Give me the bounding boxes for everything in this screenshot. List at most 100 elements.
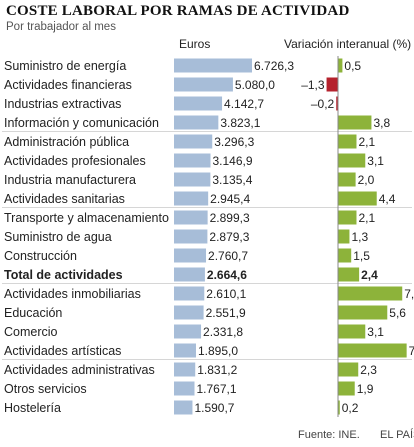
- variation-column-header: Variación interanual (%): [284, 37, 412, 51]
- variation-bar: [338, 400, 340, 415]
- euros-bar: [174, 362, 196, 377]
- variation-bar: [338, 324, 366, 339]
- euros-bar: [174, 191, 209, 206]
- euros-bar: [174, 343, 196, 358]
- variation-bar: [326, 77, 338, 92]
- euros-value-label: 3.296,3: [214, 135, 254, 149]
- category-label: Suministro de energía: [4, 59, 126, 73]
- euros-value-label: 3.135,4: [212, 173, 252, 187]
- variation-bar: [338, 267, 360, 282]
- euros-value-label: 6.726,3: [254, 59, 294, 73]
- euros-bar: [174, 210, 208, 225]
- category-label: Hostelería: [4, 401, 61, 415]
- variation-bar: [338, 305, 388, 320]
- variation-value-label: –1,3: [301, 78, 325, 92]
- variation-value-label: 0,5: [344, 59, 361, 73]
- euros-bar: [174, 134, 213, 149]
- variation-bar: [338, 115, 372, 130]
- variation-value-label: 1,9: [357, 382, 374, 396]
- euros-value-label: 2.945,4: [210, 192, 250, 206]
- variation-bar: [338, 134, 357, 149]
- euros-value-label: 1.590,7: [194, 401, 234, 415]
- source-note: Fuente: INE.: [298, 429, 360, 441]
- category-label: Suministro de agua: [4, 230, 112, 244]
- category-label: Otros servicios: [4, 382, 87, 396]
- category-label: Transporte y almacenamiento: [4, 211, 169, 225]
- euros-value-label: 4.142,7: [224, 97, 264, 111]
- chart-title: COSTE LABORAL POR RAMAS DE ACTIVIDAD: [6, 3, 350, 19]
- euros-value-label: 1.895,0: [198, 344, 238, 358]
- category-label: Industrias extractivas: [4, 97, 121, 111]
- euros-bar: [174, 400, 193, 415]
- euros-bar: [174, 153, 211, 168]
- euros-bar: [174, 248, 207, 263]
- euros-value-label: 2.879,3: [209, 230, 249, 244]
- category-label: Información y comunicación: [4, 116, 159, 130]
- category-label: Educación: [4, 306, 62, 320]
- category-label: Actividades financieras: [4, 78, 132, 92]
- euros-bar: [174, 58, 253, 73]
- category-label: Industria manufacturera: [4, 173, 136, 187]
- category-label: Actividades profesionales: [4, 154, 146, 168]
- category-label: Actividades administrativas: [4, 363, 155, 377]
- category-label: Actividades sanitarias: [4, 192, 125, 206]
- category-label: Total de actividades: [4, 268, 123, 282]
- variation-value-label: 2,0: [358, 173, 375, 187]
- euros-value-label: 3.146,9: [213, 154, 253, 168]
- variation-bar: [336, 96, 338, 111]
- euros-value-label: 2.331,8: [203, 325, 243, 339]
- variation-value-label: 3,1: [367, 325, 384, 339]
- euros-value-label: 3.823,1: [220, 116, 260, 130]
- category-label: Comercio: [4, 325, 58, 339]
- euros-value-label: 2.760,7: [208, 249, 248, 263]
- variation-bar: [338, 362, 359, 377]
- variation-bar: [338, 210, 357, 225]
- euros-bar: [174, 229, 208, 244]
- euros-bar: [174, 96, 223, 111]
- variation-value-label: 2,4: [361, 268, 378, 282]
- category-label: Actividades inmobiliarias: [4, 287, 141, 301]
- variation-bar: [338, 58, 343, 73]
- euros-value-label: 5.080,0: [235, 78, 275, 92]
- category-label: Administración pública: [4, 135, 129, 149]
- brand-label: EL PAÍS: [380, 429, 414, 441]
- euros-value-label: 1.831,2: [197, 363, 237, 377]
- variation-value-label: –0,2: [311, 97, 335, 111]
- euros-column-header: Euros: [179, 37, 211, 51]
- variation-bar: [338, 381, 355, 396]
- chart-subtitle: Por trabajador al mes: [6, 21, 116, 33]
- category-label: Construcción: [4, 249, 77, 263]
- variation-value-label: 2,1: [358, 135, 375, 149]
- variation-value-label: 7,3: [404, 287, 414, 301]
- euros-value-label: 2.551,9: [206, 306, 246, 320]
- variation-value-label: 0,2: [342, 401, 359, 415]
- euros-value-label: 2.610,1: [206, 287, 246, 301]
- euros-value-label: 2.899,3: [210, 211, 250, 225]
- euros-bar: [174, 286, 205, 301]
- variation-value-label: 3,1: [367, 154, 384, 168]
- euros-bar: [174, 305, 204, 320]
- variation-value-label: 1,5: [353, 249, 370, 263]
- variation-bar: [338, 248, 352, 263]
- variation-bar: [338, 153, 366, 168]
- variation-bar: [338, 343, 407, 358]
- variation-value-label: 2,3: [360, 363, 377, 377]
- variation-bar: [338, 172, 356, 187]
- variation-bar: [338, 286, 403, 301]
- euros-bar: [174, 381, 195, 396]
- variation-bar: [338, 191, 377, 206]
- euros-value-label: 2.664,6: [207, 268, 247, 282]
- variation-value-label: 7,8: [409, 344, 414, 358]
- variation-value-label: 1,3: [351, 230, 368, 244]
- euros-value-label: 1.767,1: [196, 382, 236, 396]
- variation-value-label: 2,1: [358, 211, 375, 225]
- euros-bar: [174, 324, 202, 339]
- euros-bar: [174, 77, 233, 92]
- euros-bar: [174, 172, 211, 187]
- variation-value-label: 3,8: [373, 116, 390, 130]
- variation-value-label: 5,6: [389, 306, 406, 320]
- variation-value-label: 4,4: [379, 192, 396, 206]
- category-label: Actividades artísticas: [4, 344, 121, 358]
- variation-bar: [338, 229, 350, 244]
